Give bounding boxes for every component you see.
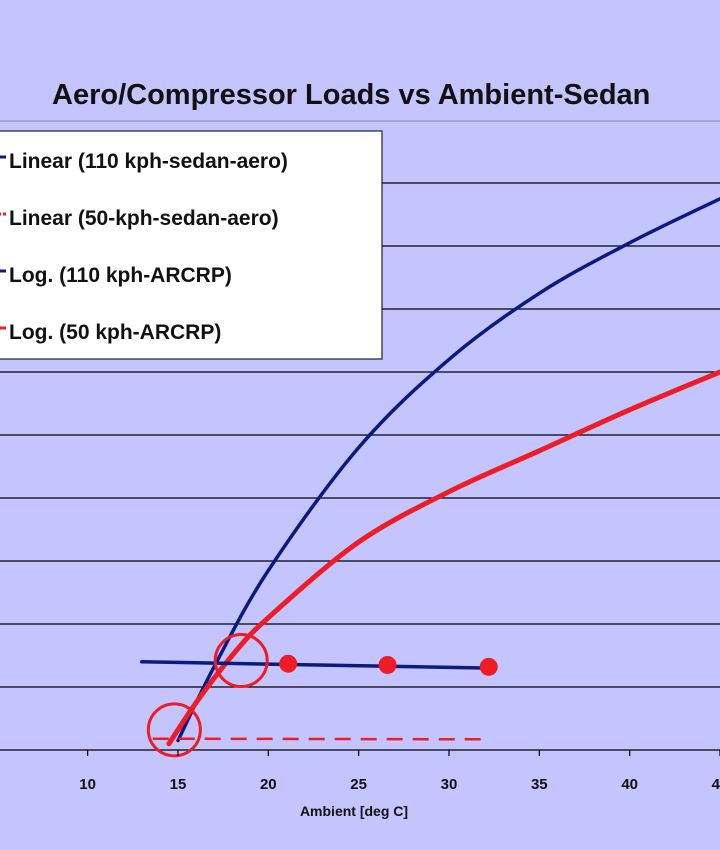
x-tick-label-10: 10 — [79, 776, 96, 793]
x-tick-label-30: 30 — [441, 776, 458, 793]
legend-label-2: Log. (110 kph-ARCRP) — [9, 264, 232, 287]
x-tick-label-15: 15 — [170, 776, 187, 793]
x-axis: 10 15 20 25 30 35 40 45 — [79, 750, 720, 793]
highlight-circle-1 — [146, 702, 202, 758]
legend: Linear (110 kph-sedan-aero) Linear (50-kp… — [0, 130, 383, 360]
series-line-linear-110-kph-sedan-aero- — [140, 660, 493, 670]
chart-title: Aero/Compressor Loads vs Ambient-Sedan — [52, 79, 650, 111]
data-marker-0 — [279, 654, 298, 673]
x-tick-label-20: 20 — [260, 776, 277, 793]
x-tick-label-45: 45 — [712, 776, 720, 793]
highlight-circle-0 — [213, 633, 269, 689]
legend-label-1: Linear (50-kph-sedan-aero) — [9, 207, 279, 230]
series-line-log-50-kph-arcrp- — [166, 369, 720, 747]
series-line-linear-50-kph-sedan-aero- — [152, 737, 491, 741]
x-tick-label-25: 25 — [350, 776, 367, 793]
series-layer — [140, 197, 720, 747]
legend-label-3: Log. (50 kph-ARCRP) — [9, 321, 221, 344]
data-marker-2 — [479, 657, 498, 676]
x-tick-label-35: 35 — [531, 776, 548, 793]
data-marker-1 — [378, 655, 397, 674]
series-line-log-110-kph-arcrp- — [176, 197, 720, 743]
x-axis-label: Ambient [deg C] — [300, 803, 408, 819]
marker-layer — [146, 633, 498, 758]
legend-box — [0, 130, 383, 360]
x-tick-label-40: 40 — [621, 776, 638, 793]
legend-label-0: Linear (110 kph-sedan-aero) — [9, 150, 288, 173]
